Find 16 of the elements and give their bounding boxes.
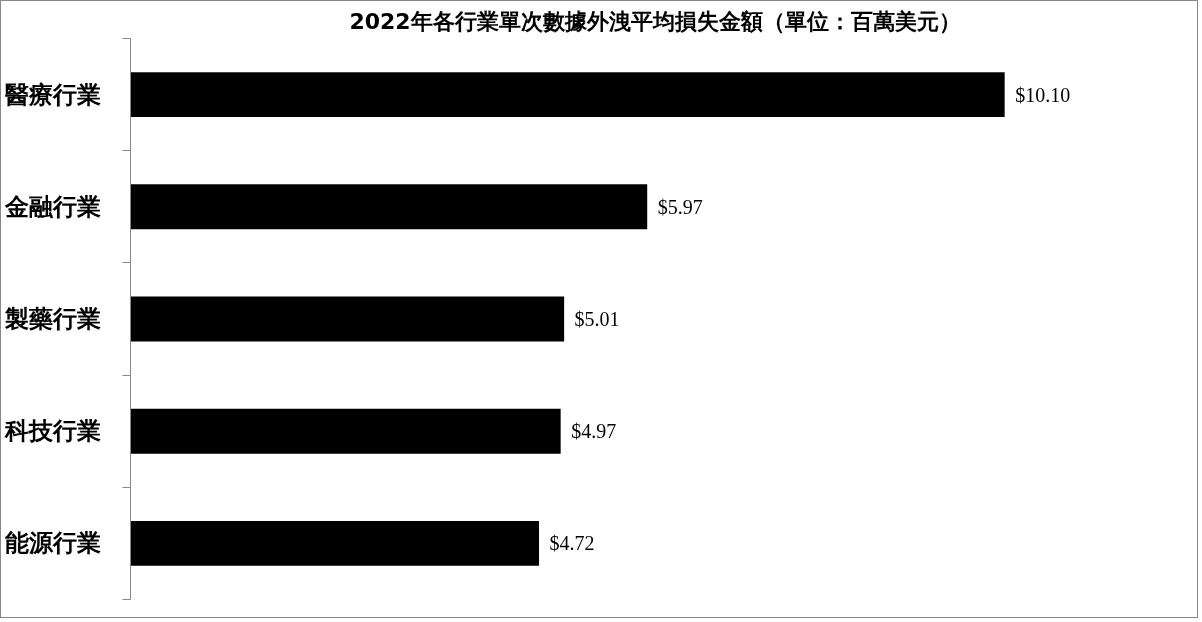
data-label: $5.01 [574, 308, 620, 330]
y-tick-label: 醫療行業 [4, 80, 101, 109]
data-label: $10.10 [1015, 83, 1071, 106]
bar [130, 72, 1005, 118]
y-tick-label: 金融行業 [3, 192, 101, 221]
y-tick-label: 製藥行業 [3, 305, 101, 333]
y-tick-label: 科技行業 [3, 417, 101, 446]
bar [130, 520, 540, 566]
data-label: $4.97 [571, 420, 617, 443]
y-tick-label: 能源行業 [4, 529, 101, 558]
bar [130, 408, 561, 454]
chart-title: 2022年各行業單次數據外洩平均損失金額（單位：百萬美元） [349, 8, 961, 34]
bar [130, 184, 648, 230]
bar [130, 296, 565, 342]
data-label: $5.97 [657, 195, 703, 218]
data-label: $4.72 [549, 532, 595, 555]
